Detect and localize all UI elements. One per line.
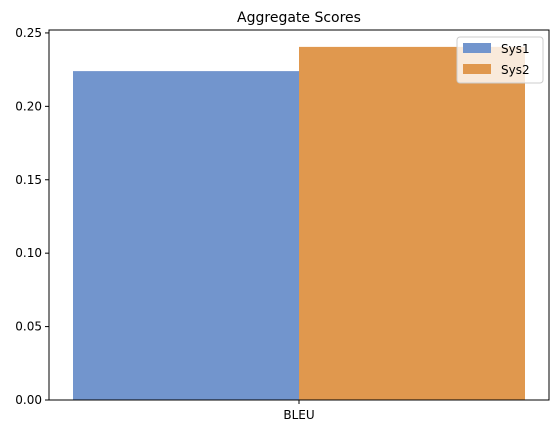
- chart-title: Aggregate Scores: [237, 10, 361, 26]
- y-tick-label: 0.10: [15, 246, 42, 260]
- legend-label-sys1: Sys1: [501, 42, 530, 56]
- x-axis: BLEU: [283, 400, 315, 422]
- legend-swatch-sys2: [463, 64, 491, 74]
- y-axis: 0.00 0.05 0.10 0.15 0.20 0.25: [15, 26, 49, 407]
- bars-group: [73, 46, 525, 401]
- y-tick-label: 0.05: [15, 320, 42, 334]
- legend-label-sys2: Sys2: [501, 63, 530, 77]
- y-tick-label: 0.00: [15, 393, 42, 407]
- legend: Sys1 Sys2: [456, 36, 544, 84]
- y-tick-label: 0.15: [15, 173, 42, 187]
- y-tick-label: 0.20: [15, 99, 42, 113]
- legend-swatch-sys1: [463, 43, 491, 53]
- x-tick-label: BLEU: [283, 408, 314, 422]
- bar-sys1-bleu: [73, 71, 299, 400]
- bar-sys2-bleu: [299, 46, 525, 401]
- y-tick-label: 0.25: [15, 26, 42, 40]
